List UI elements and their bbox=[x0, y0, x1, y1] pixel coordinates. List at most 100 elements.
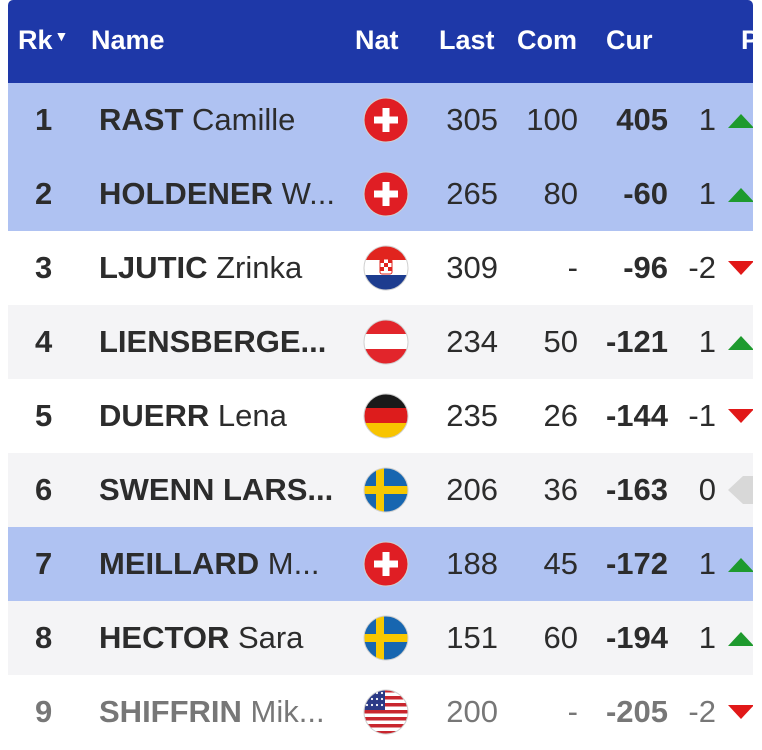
trend-up-icon bbox=[728, 558, 753, 572]
position-change-cell: 1 bbox=[698, 176, 716, 211]
competition-points-cell: 45 bbox=[543, 546, 578, 581]
athlete-surname: SHIFFRIN bbox=[99, 694, 242, 729]
croatia-flag-icon bbox=[363, 245, 409, 291]
position-change-cell: -1 bbox=[688, 398, 716, 433]
trend-up-icon bbox=[728, 188, 753, 202]
standings-table: Rk ▼ Name Nat Last Com Cur P 1 RAST Camill… bbox=[8, 0, 753, 750]
rank-cell: 2 bbox=[35, 176, 53, 211]
current-points-cell: -194 bbox=[605, 620, 668, 655]
last-points-cell: 309 bbox=[446, 250, 498, 285]
trend-down-icon bbox=[728, 261, 753, 275]
athlete-name-cell: MEILLARD M... bbox=[99, 527, 349, 601]
position-change-cell: 1 bbox=[698, 324, 716, 359]
competition-points-cell: 60 bbox=[543, 620, 578, 655]
germany-flag-icon bbox=[363, 393, 409, 439]
current-points-cell: -205 bbox=[605, 694, 668, 729]
switzerland-flag-icon bbox=[363, 97, 409, 143]
current-points-cell: -144 bbox=[605, 398, 668, 433]
rank-cell: 4 bbox=[35, 324, 53, 359]
rank-cell: 6 bbox=[35, 472, 53, 507]
current-points-cell: -96 bbox=[623, 250, 668, 285]
athlete-name-cell: SWENN LARS... bbox=[99, 453, 349, 527]
athlete-name-cell: RAST Camille bbox=[99, 83, 349, 157]
switzerland-flag-icon bbox=[363, 171, 409, 217]
table-row[interactable]: 6 SWENN LARS... 206 36 -163 0 bbox=[8, 453, 753, 527]
athlete-surname: SWENN LARS... bbox=[99, 472, 334, 507]
cut-column-header[interactable]: P bbox=[741, 25, 753, 55]
athlete-first-name: Mik... bbox=[241, 694, 325, 729]
trend-up-icon bbox=[728, 632, 753, 646]
trend-unchanged-icon bbox=[728, 476, 753, 504]
athlete-first-name: Lena bbox=[209, 398, 287, 433]
athlete-name-cell: LIENSBERGE... bbox=[99, 305, 349, 379]
athlete-surname: MEILLARD bbox=[99, 546, 260, 581]
current-points-cell: -121 bbox=[605, 324, 668, 359]
trend-up-icon bbox=[728, 336, 753, 350]
table-row[interactable]: 9 SHIFFRIN Mik... 200 - -205 -2 bbox=[8, 675, 753, 749]
table-row[interactable]: 1 RAST Camille 305 100 405 1 bbox=[8, 83, 753, 157]
current-points-cell: -172 bbox=[605, 546, 668, 581]
last-column-header[interactable]: Last bbox=[439, 25, 495, 55]
competition-points-cell: - bbox=[567, 250, 578, 285]
rank-cell: 5 bbox=[35, 398, 53, 433]
nation-column-header[interactable]: Nat bbox=[355, 25, 399, 55]
rank-column-header[interactable]: Rk ▼ bbox=[18, 22, 68, 62]
name-column-header[interactable]: Name bbox=[91, 25, 165, 55]
rank-cell: 8 bbox=[35, 620, 53, 655]
athlete-first-name: W... bbox=[272, 176, 335, 211]
athlete-name-cell: HECTOR Sara bbox=[99, 601, 349, 675]
position-change-cell: -2 bbox=[688, 694, 716, 729]
current-points-cell: 405 bbox=[616, 102, 668, 137]
athlete-first-name: Sara bbox=[229, 620, 304, 655]
trend-down-icon bbox=[728, 705, 753, 719]
sweden-flag-icon bbox=[363, 615, 409, 661]
last-points-cell: 235 bbox=[446, 398, 498, 433]
trend-down-icon bbox=[728, 409, 753, 423]
rank-cell: 1 bbox=[35, 102, 53, 137]
current-column-header[interactable]: Cur bbox=[606, 25, 653, 55]
position-change-cell: 1 bbox=[698, 102, 716, 137]
last-points-cell: 200 bbox=[446, 694, 498, 729]
current-points-cell: -60 bbox=[623, 176, 668, 211]
competition-column-header[interactable]: Com bbox=[517, 25, 577, 55]
switzerland-flag-icon bbox=[363, 541, 409, 587]
table-row[interactable]: 8 HECTOR Sara 151 60 -194 1 bbox=[8, 601, 753, 675]
position-change-cell: 1 bbox=[698, 620, 716, 655]
athlete-surname: HOLDENER bbox=[99, 176, 273, 211]
table-row[interactable]: 5 DUERR Lena 235 26 -144 -1 bbox=[8, 379, 753, 453]
usa-flag-icon bbox=[363, 689, 409, 735]
athlete-surname: LJUTIC bbox=[99, 250, 208, 285]
table-row[interactable]: 3 LJUTIC Zrinka 309 - -96 -2 bbox=[8, 231, 753, 305]
rank-cell: 9 bbox=[35, 694, 53, 729]
table-row[interactable]: 7 MEILLARD M... 188 45 -172 1 bbox=[8, 527, 753, 601]
table-row[interactable]: 4 LIENSBERGE... 234 50 -121 1 bbox=[8, 305, 753, 379]
athlete-surname: LIENSBERGE... bbox=[99, 324, 327, 359]
athlete-name-cell: HOLDENER W... bbox=[99, 157, 349, 231]
position-change-cell: 1 bbox=[698, 546, 716, 581]
last-points-cell: 305 bbox=[446, 102, 498, 137]
position-change-cell: 0 bbox=[698, 472, 716, 507]
athlete-surname: RAST bbox=[99, 102, 184, 137]
athlete-surname: HECTOR bbox=[99, 620, 230, 655]
sweden-flag-icon bbox=[363, 467, 409, 513]
table-row[interactable]: 2 HOLDENER W... 265 80 -60 1 bbox=[8, 157, 753, 231]
athlete-first-name: Zrinka bbox=[207, 250, 303, 285]
position-change-cell: -2 bbox=[688, 250, 716, 285]
last-points-cell: 151 bbox=[446, 620, 498, 655]
austria-flag-icon bbox=[363, 319, 409, 365]
current-points-cell: -163 bbox=[605, 472, 668, 507]
competition-points-cell: 26 bbox=[543, 398, 578, 433]
rank-cell: 7 bbox=[35, 546, 53, 581]
competition-points-cell: 50 bbox=[543, 324, 578, 359]
sort-desc-icon: ▼ bbox=[54, 28, 69, 44]
table-header: Rk ▼ Name Nat Last Com Cur P bbox=[8, 0, 753, 83]
last-points-cell: 234 bbox=[446, 324, 498, 359]
competition-points-cell: 80 bbox=[543, 176, 578, 211]
last-points-cell: 206 bbox=[446, 472, 498, 507]
athlete-name-cell: DUERR Lena bbox=[99, 379, 349, 453]
trend-up-icon bbox=[728, 114, 753, 128]
rank-cell: 3 bbox=[35, 250, 53, 285]
competition-points-cell: 100 bbox=[526, 102, 578, 137]
last-points-cell: 265 bbox=[446, 176, 498, 211]
rank-header-label: Rk bbox=[18, 25, 53, 55]
